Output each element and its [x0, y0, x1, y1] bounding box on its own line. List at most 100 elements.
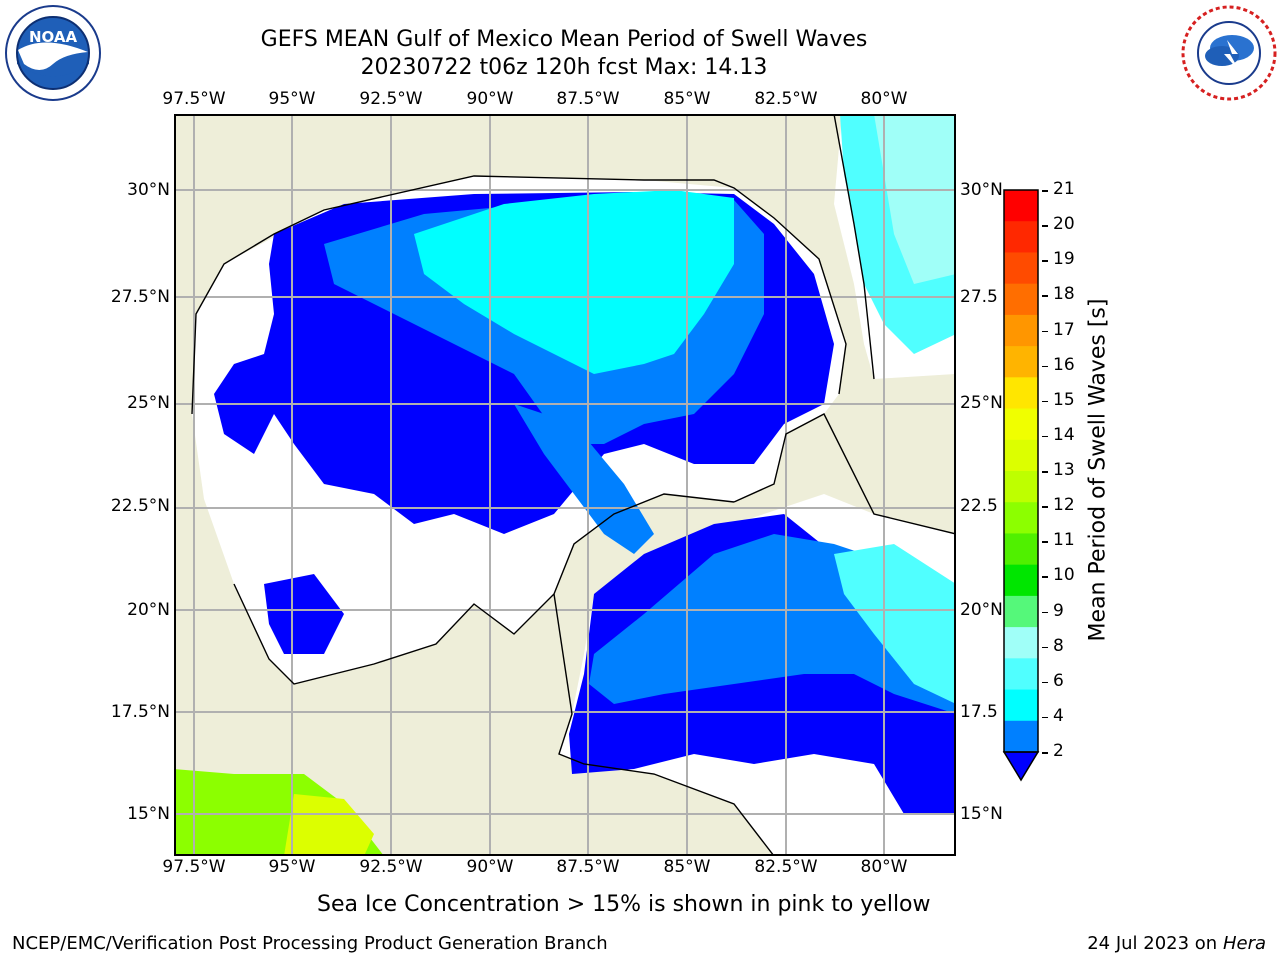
colorbar-tick-mark: [1042, 611, 1048, 613]
colorbar-band: [1004, 564, 1038, 597]
lon-label-top: 97.5°W: [162, 89, 226, 109]
lon-label-top: 95°W: [268, 89, 316, 109]
colorbar-tick-label: 17: [1053, 319, 1075, 340]
colorbar-tick-label: 8: [1053, 635, 1064, 656]
colorbar-band: [1004, 314, 1038, 347]
lon-label-bottom: 97.5°W: [162, 857, 226, 877]
colorbar-band: [1004, 533, 1038, 566]
colorbar-tick-label: 13: [1053, 460, 1075, 480]
colorbar-title: Mean Period of Swell Waves [s]: [1085, 298, 1111, 642]
chart-subtitle: 20230722 t06z 120h fcst Max: 14.13: [360, 55, 768, 80]
colorbar-tick-label: 6: [1053, 670, 1064, 691]
colorbar-tick-mark: [1042, 716, 1048, 719]
lat-label-right: 25°N: [960, 393, 1003, 413]
lat-label-left: 25°N: [127, 393, 170, 413]
lon-label-bottom: 95°W: [268, 857, 316, 877]
lat-label-left: 27.5°N: [110, 287, 170, 307]
noaa-logo-text: NOAA: [29, 28, 78, 46]
lat-label-right: 20°N: [960, 600, 1003, 620]
lon-label-top: 90°W: [466, 89, 514, 109]
lat-label-left: 30°N: [127, 180, 170, 200]
grid-lines: [175, 115, 955, 855]
colorbar-tick-mark: [1042, 260, 1048, 262]
colorbar-band: [1004, 190, 1038, 222]
lat-label-left: 17.5°N: [110, 702, 170, 722]
nws-logo: [1180, 4, 1278, 102]
colorbar-tick-label: 10: [1053, 565, 1075, 586]
colorbar-bands: [1004, 190, 1038, 753]
colorbar-tick-label: 20: [1053, 214, 1075, 235]
colorbar-tick-label: 2: [1053, 741, 1064, 761]
colorbar-tick-label: 19: [1053, 249, 1075, 270]
colorbar-tick-mark: [1042, 400, 1048, 403]
lat-label-left: 22.5°N: [110, 496, 170, 516]
colorbar-tick-mark: [1042, 330, 1048, 332]
lat-label-right: 15°N: [960, 804, 1003, 824]
lat-label-right: 27.5: [960, 287, 998, 307]
lon-label-bottom: 92.5°W: [359, 857, 423, 877]
colorbar-band: [1004, 346, 1038, 378]
sea-ice-overlay-core: [284, 794, 374, 855]
lat-label-left: 15°N: [127, 804, 170, 824]
colorbar-band: [1004, 471, 1038, 503]
lon-label-top: 92.5°W: [359, 89, 423, 109]
colorbar-band: [1004, 283, 1038, 316]
colorbar-band: [1004, 408, 1038, 441]
footer-date: 24 Jul 2023 on Hera: [1087, 933, 1266, 954]
colorbar-band: [1004, 627, 1038, 659]
noaa-logo: NOAA: [4, 4, 102, 102]
lon-label-bottom: 90°W: [466, 857, 514, 877]
lon-label-top: 87.5°W: [556, 89, 620, 109]
colorbar-band: [1004, 252, 1038, 285]
colorbar-tick-mark: [1042, 506, 1048, 508]
swell-6s-gulf: [414, 190, 734, 374]
swell-6s-east-caribbean: [834, 544, 955, 704]
lon-label-bottom: 87.5°W: [556, 857, 620, 877]
colorbar-tick-label: 12: [1053, 495, 1075, 516]
colorbar-tick-label: 11: [1053, 530, 1075, 551]
colorbar-tick-mark: [1042, 190, 1048, 192]
sea-ice-note: Sea Ice Concentration > 15% is shown in …: [317, 892, 931, 917]
colorbar-tick-mark: [1042, 295, 1048, 297]
swell-2-4s-west: [264, 574, 344, 654]
colorbar-tick-label: 4: [1053, 705, 1064, 726]
lon-label-top: 82.5°W: [754, 89, 818, 109]
colorbar-tick-mark: [1042, 681, 1048, 684]
footer-date-text: 24 Jul 2023 on: [1087, 933, 1218, 954]
colorbar-tick-mark: [1042, 471, 1048, 473]
colorbar-band: [1004, 689, 1038, 722]
colorbar-tick-label: 18: [1053, 284, 1075, 305]
swell-8s-atlantic: [874, 115, 955, 284]
colorbar-tick-mark: [1042, 365, 1048, 368]
footer-machine: Hera: [1222, 933, 1266, 954]
colorbar-tick-mark: [1042, 225, 1048, 227]
colorbar-band: [1004, 720, 1038, 753]
chart-title: GEFS MEAN Gulf of Mexico Mean Period of …: [260, 27, 868, 52]
lat-label-left: 20°N: [127, 600, 170, 620]
lat-label-right: 30°N: [960, 180, 1003, 200]
lon-label-bottom: 80°W: [860, 857, 908, 877]
lon-label-top: 85°W: [663, 89, 711, 109]
swell-4s-channel: [514, 404, 654, 554]
colorbar-tick-label: 14: [1053, 424, 1075, 445]
colorbar-tick-mark: [1042, 576, 1048, 578]
colorbar-tick-label: 16: [1053, 354, 1075, 375]
colorbar-ticks: 21 20 19 18 17 16 15 14 13 12 11 10 9 8 6 4 2: [1042, 179, 1082, 786]
lon-label-top: 80°W: [860, 89, 908, 109]
colorbar-tick-label: 21: [1053, 179, 1075, 199]
lat-label-right: 17.5: [960, 702, 998, 722]
colorbar-band: [1004, 658, 1038, 691]
lon-label-bottom: 82.5°W: [754, 857, 818, 877]
colorbar-band: [1004, 377, 1038, 410]
colorbar: [1000, 186, 1042, 786]
colorbar-band: [1004, 221, 1038, 253]
colorbar-band: [1004, 502, 1038, 534]
lon-label-bottom: 85°W: [663, 857, 711, 877]
colorbar-tick-mark: [1042, 541, 1048, 543]
colorbar-tick-mark: [1042, 435, 1048, 438]
colorbar-tick-label: 9: [1053, 600, 1064, 621]
colorbar-band: [1004, 595, 1038, 628]
colorbar-extend-arrow: [1002, 751, 1040, 782]
colorbar-band: [1004, 439, 1038, 472]
lat-label-right: 22.5: [960, 496, 998, 516]
